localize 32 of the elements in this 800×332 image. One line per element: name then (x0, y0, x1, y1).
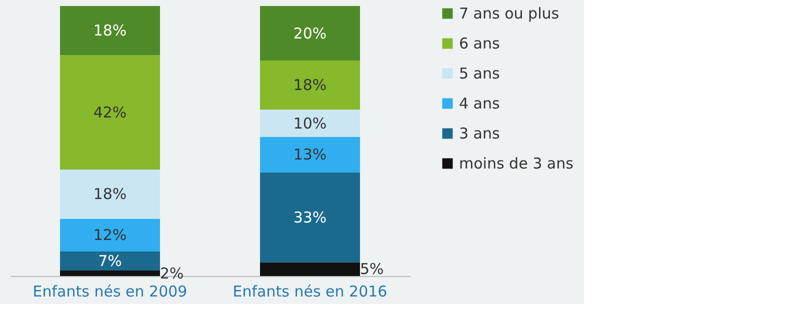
bar (260, 6, 360, 61)
legend-label: 4 ans (459, 94, 500, 112)
data-label: 13% (293, 146, 327, 164)
data-label: 18% (93, 185, 127, 204)
bar (260, 110, 360, 137)
data-label: 5% (360, 260, 384, 278)
bar (260, 172, 360, 262)
legend-label: 6 ans (459, 34, 500, 52)
legend-label: 7 ans ou plus (459, 4, 560, 22)
data-label: 2% (160, 264, 184, 282)
bar (60, 6, 160, 56)
bar (60, 170, 160, 219)
legend-label: 5 ans (459, 64, 500, 82)
data-label: 18% (293, 76, 327, 94)
bar (60, 251, 160, 271)
bar (60, 218, 160, 252)
legend-label: moins de 3 ans (459, 154, 574, 172)
data-label: 18% (93, 22, 127, 40)
bar (260, 60, 360, 110)
data-label: 33% (293, 208, 327, 226)
x-tick-label: Enfants nés en 2016 (232, 282, 388, 300)
bar (60, 55, 160, 170)
bar (260, 136, 360, 172)
data-label: 20% (293, 24, 327, 42)
data-label: 42% (93, 103, 127, 122)
data-label: 10% (293, 114, 327, 132)
bar (260, 262, 360, 276)
data-label: 7% (98, 252, 122, 270)
x-tick-label: Enfants nés en 2009 (32, 282, 188, 300)
legend-label: 3 ans (459, 124, 500, 142)
bar (60, 270, 160, 276)
data-label: 12% (93, 226, 127, 244)
